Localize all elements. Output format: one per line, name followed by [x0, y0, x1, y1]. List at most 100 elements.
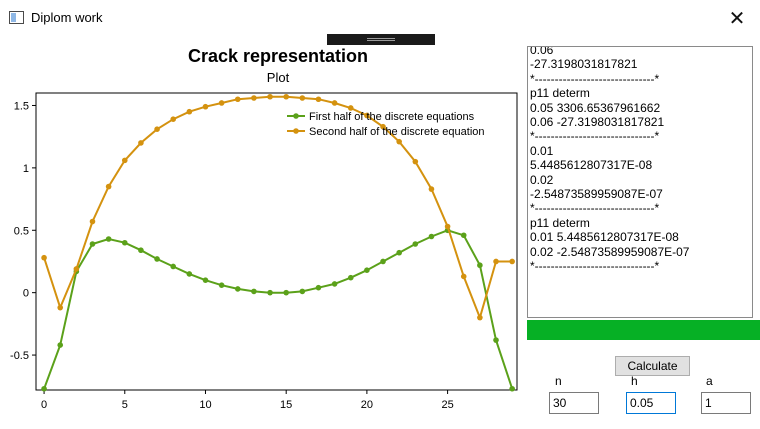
series-2-point — [347, 105, 354, 111]
log-line: -27.3198031817821 — [530, 57, 638, 72]
log-line: 0.01 5.4485612807317E-08 — [530, 230, 679, 245]
drag-handle[interactable] — [327, 34, 435, 45]
progress-bar — [527, 320, 760, 340]
series-2-point — [428, 186, 435, 192]
series-1-point — [121, 239, 128, 246]
series-1-point — [509, 385, 515, 392]
log-line: *------------------------------* — [530, 259, 660, 274]
legend-label-2: Second half of the discrete equation — [309, 126, 485, 138]
plot-area-frame — [35, 92, 518, 391]
series-2-point — [138, 140, 144, 146]
chart-subtitle: Plot — [267, 70, 290, 85]
series-2-point — [331, 100, 338, 106]
series-2-point — [41, 254, 47, 261]
series-1-point — [202, 277, 209, 283]
series-line-1 — [43, 229, 514, 390]
n-input[interactable] — [549, 392, 599, 414]
series-1-point — [186, 271, 193, 277]
x-tick-label: 5 — [122, 399, 128, 411]
chart-title: Crack representation — [188, 46, 368, 66]
log-line: -2.54873589959087E-07 — [530, 187, 663, 202]
series-1-point — [154, 256, 160, 262]
log-line: 0.02 -2.54873589959087E-07 — [530, 244, 690, 259]
title-bar: Diplom work ✕ — [0, 0, 760, 36]
series-2-point — [170, 116, 176, 123]
series-1-point — [347, 274, 354, 281]
series-2-point — [509, 258, 515, 265]
log-line: *------------------------------* — [530, 71, 660, 86]
log-line: 5.4485612807317E-08 — [530, 158, 653, 173]
window-title: Diplom work — [31, 10, 103, 25]
series-2-point — [412, 158, 419, 165]
close-button[interactable]: ✕ — [728, 6, 746, 30]
log-line: *------------------------------* — [530, 129, 660, 144]
y-tick-label: 1 — [23, 163, 29, 175]
series-2-point — [105, 183, 112, 190]
y-tick-label: 1.5 — [14, 100, 29, 112]
main-content: Crack representation Plot -0.5 0 0.5 1 1.5 0 5… — [0, 34, 760, 429]
series-1-point — [477, 262, 483, 269]
series-1-point — [105, 236, 112, 242]
label-h: h — [631, 374, 638, 388]
series-1-point — [364, 267, 370, 274]
y-tick-label: 0 — [23, 288, 29, 300]
series-2-point — [477, 314, 483, 321]
label-n: n — [555, 374, 562, 388]
series-1-point — [267, 289, 273, 296]
label-a: a — [706, 374, 713, 388]
calculate-button[interactable]: Calculate — [615, 356, 690, 376]
log-line: 0.01 — [530, 143, 554, 158]
a-input[interactable] — [701, 392, 751, 414]
series-1-point — [315, 284, 322, 291]
series-2-point — [154, 126, 160, 132]
series-1-point — [218, 282, 225, 288]
log-line: 0.06 -27.3198031817821 — [530, 115, 665, 130]
series-2-point — [57, 304, 64, 311]
series-2-point — [186, 108, 193, 115]
app-window-icon — [9, 11, 24, 24]
x-tick-label: 10 — [199, 399, 211, 411]
series-2-point — [121, 157, 128, 164]
h-input[interactable] — [626, 392, 676, 414]
series-2-point — [444, 223, 451, 230]
series-2-point — [89, 218, 96, 225]
series-1-point — [283, 289, 289, 296]
series-2-point — [202, 103, 209, 110]
series-1-point — [428, 233, 435, 240]
series-1-point — [380, 258, 386, 265]
series-2-point — [380, 123, 386, 130]
series-2-point — [364, 112, 370, 119]
series-2-point — [251, 95, 257, 101]
log-line: *------------------------------* — [530, 201, 660, 216]
crack-plot: Crack representation Plot -0.5 0 0.5 1 1.5 0 5… — [10, 46, 518, 411]
log-line: p11 determ — [530, 215, 590, 230]
legend-marker-1 — [293, 113, 299, 119]
y-tick-label: 0.5 — [14, 225, 29, 237]
series-2-point — [283, 93, 289, 100]
series-1-point — [396, 249, 402, 256]
x-tick-label: 20 — [361, 399, 373, 411]
x-tick-label: 25 — [441, 399, 453, 411]
legend-label-1: First half of the discrete equations — [309, 111, 475, 123]
series-1-point — [299, 288, 306, 295]
series-1-point — [412, 241, 419, 247]
series-2-point — [460, 273, 467, 280]
series-1-point — [138, 247, 144, 254]
series-2-point — [267, 93, 273, 100]
series-2-point — [493, 258, 499, 265]
x-tick-label: 15 — [280, 399, 292, 411]
series-2-point — [315, 96, 322, 103]
series-2-point — [218, 100, 225, 106]
log-output-box[interactable]: 0.06 -27.3198031817821 *------------------… — [527, 46, 753, 318]
series-1-point — [460, 232, 467, 239]
series-1-point — [89, 241, 96, 247]
log-line: p11 determ — [530, 86, 590, 101]
log-line: 0.06 — [530, 46, 554, 57]
series-1-point — [251, 288, 257, 295]
series-1-point — [493, 337, 499, 343]
series-2-point — [234, 96, 241, 103]
series-2-point — [396, 138, 402, 145]
x-tick-label: 0 — [41, 399, 47, 411]
series-1-point — [234, 286, 241, 292]
series-1-point — [41, 385, 47, 392]
